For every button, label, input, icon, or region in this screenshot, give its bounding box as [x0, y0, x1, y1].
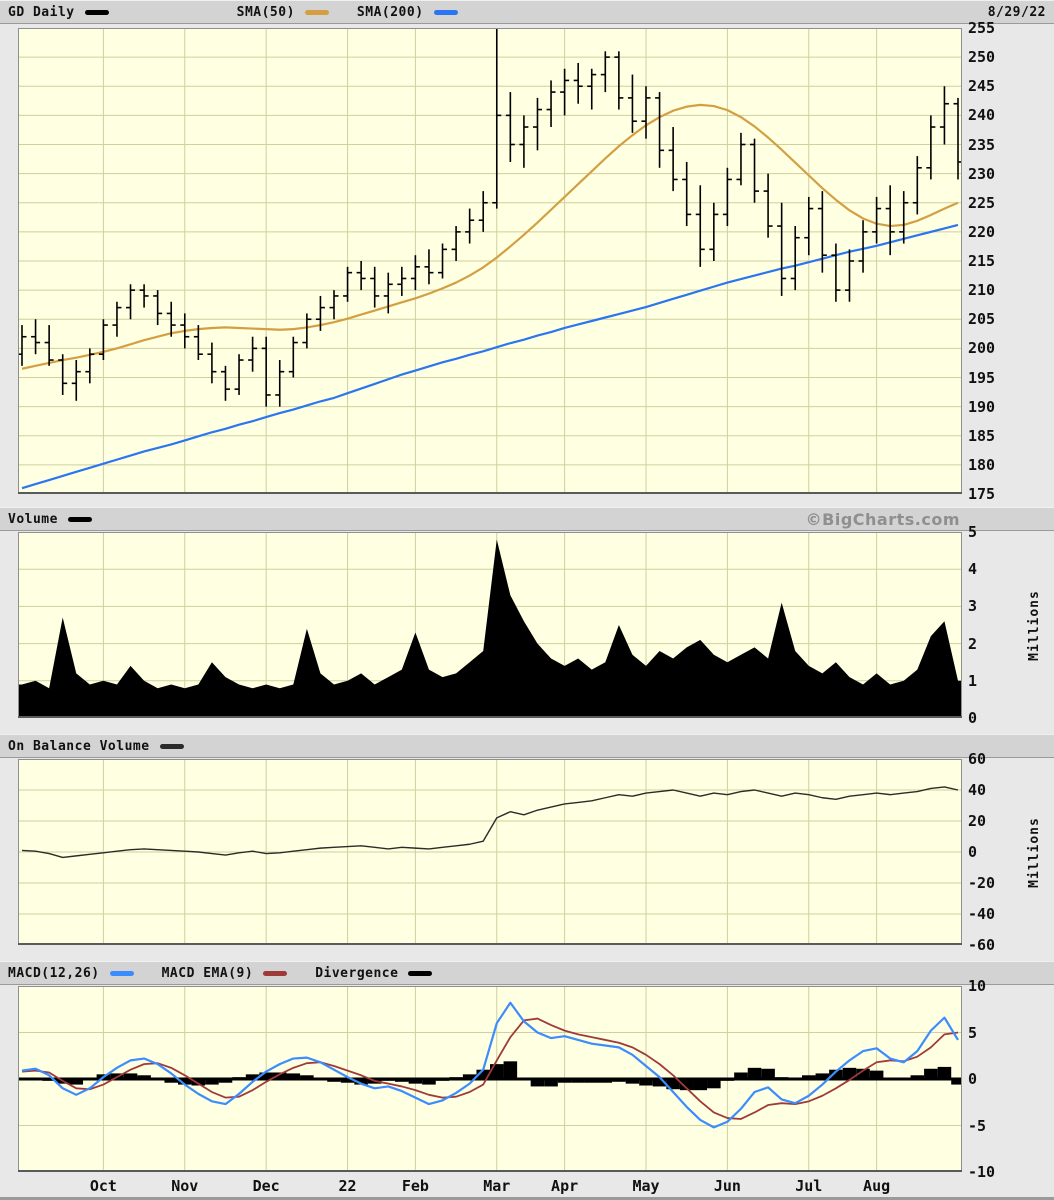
y-tick-label: 0 [968, 843, 978, 861]
x-axis-month-label: Mar [483, 1177, 511, 1195]
y-tick-label: 0 [968, 709, 978, 727]
bigcharts-watermark: ©BigCharts.com [805, 509, 960, 529]
obv-panel-label: On Balance Volume [8, 738, 150, 754]
y-tick-label: 235 [968, 135, 996, 154]
macd-legend-dash [109, 970, 134, 976]
divergence-legend-label: Divergence [315, 965, 399, 981]
x-axis-month-label: May [632, 1177, 660, 1195]
macd-legend-label: MACD(12,26) [8, 965, 100, 981]
price-chart-panel [18, 28, 962, 494]
symbol-timeframe-label: GD Daily [8, 4, 75, 20]
y-tick-label: 180 [968, 455, 996, 474]
y-tick-label: 230 [968, 164, 996, 183]
y-tick-label: 3 [968, 597, 978, 616]
obv-legend-dash [159, 743, 184, 749]
x-axis-month-label: Aug [863, 1177, 891, 1195]
y-tick-label: 190 [968, 397, 996, 416]
chart-date-label: 8/29/22 [987, 4, 1046, 20]
bottom-divider [0, 1197, 1054, 1200]
y-tick-label: 205 [968, 310, 996, 329]
y-tick-label: 240 [968, 106, 996, 125]
volume-millions-label: Millions [1026, 589, 1042, 661]
volume-panel [18, 532, 962, 718]
x-axis-month-label: Jun [713, 1177, 741, 1195]
y-tick-label: -10 [968, 1163, 996, 1181]
price-chart-svg [18, 28, 962, 494]
volume-legend-dash [67, 516, 92, 522]
y-tick-label: 200 [968, 339, 996, 358]
y-tick-label: -40 [968, 905, 996, 923]
obv-chart-svg [18, 759, 962, 945]
y-tick-label: -5 [968, 1116, 987, 1135]
x-axis-month-label: Jul [795, 1177, 823, 1195]
y-tick-label: 250 [968, 48, 996, 67]
obv-millions-label: Millions [1026, 816, 1042, 888]
y-tick-label: 5 [968, 1023, 978, 1042]
y-tick-label: 10 [968, 977, 987, 995]
y-tick-label: 0 [968, 1070, 978, 1088]
macd-chart-svg [18, 986, 962, 1172]
obv-unit-label-wrap: Millions [1022, 759, 1046, 945]
volume-header-bar: Volume ©BigCharts.com [0, 507, 1054, 531]
y-tick-label: 175 [968, 485, 996, 503]
obv-header-bar: On Balance Volume [0, 734, 1054, 758]
price-legend-dash [84, 9, 109, 15]
x-axis-month-label: Dec [252, 1177, 280, 1195]
y-tick-label: 5 [968, 523, 978, 541]
y-tick-label: 60 [968, 750, 987, 768]
y-tick-label: -60 [968, 936, 996, 954]
y-tick-label: 4 [968, 560, 978, 579]
macd-ema-legend-dash [263, 970, 288, 976]
y-tick-label: 210 [968, 281, 996, 300]
divergence-legend-dash [408, 970, 433, 976]
macd-ema-legend-label: MACD EMA(9) [161, 965, 254, 981]
y-tick-label: 20 [968, 812, 987, 830]
x-axis-month-label: Nov [171, 1177, 199, 1195]
macd-panel [18, 986, 962, 1172]
sma200-legend-dash [433, 9, 458, 15]
volume-panel-label: Volume [8, 511, 58, 527]
main-header-bar: GD Daily SMA(50) SMA(200) 8/29/22 [0, 0, 1054, 24]
macd-header-bar: MACD(12,26) MACD EMA(9) Divergence [0, 961, 1054, 985]
obv-panel [18, 759, 962, 945]
y-tick-label: 215 [968, 252, 996, 270]
sma50-legend-label: SMA(50) [236, 4, 295, 20]
sma50-legend-dash [304, 9, 329, 15]
y-tick-label: 185 [968, 426, 996, 445]
volume-chart-svg [18, 532, 962, 718]
y-tick-label: 245 [968, 77, 996, 96]
y-tick-label: 195 [968, 368, 996, 387]
sma200-legend-label: SMA(200) [356, 4, 424, 20]
y-tick-label: 225 [968, 193, 996, 212]
y-tick-label: 1 [968, 671, 978, 690]
y-tick-label: 255 [968, 19, 996, 37]
x-axis-month-label: Apr [551, 1177, 579, 1195]
y-tick-label: 220 [968, 222, 996, 241]
x-axis-month-label: Oct [89, 1177, 117, 1195]
volume-unit-label-wrap: Millions [1022, 532, 1046, 718]
x-axis-month-label: 22 [338, 1177, 357, 1195]
x-axis-month-label: Feb [401, 1177, 429, 1195]
y-tick-label: 2 [968, 634, 978, 653]
y-tick-label: 40 [968, 781, 987, 799]
y-tick-label: -20 [968, 874, 996, 892]
